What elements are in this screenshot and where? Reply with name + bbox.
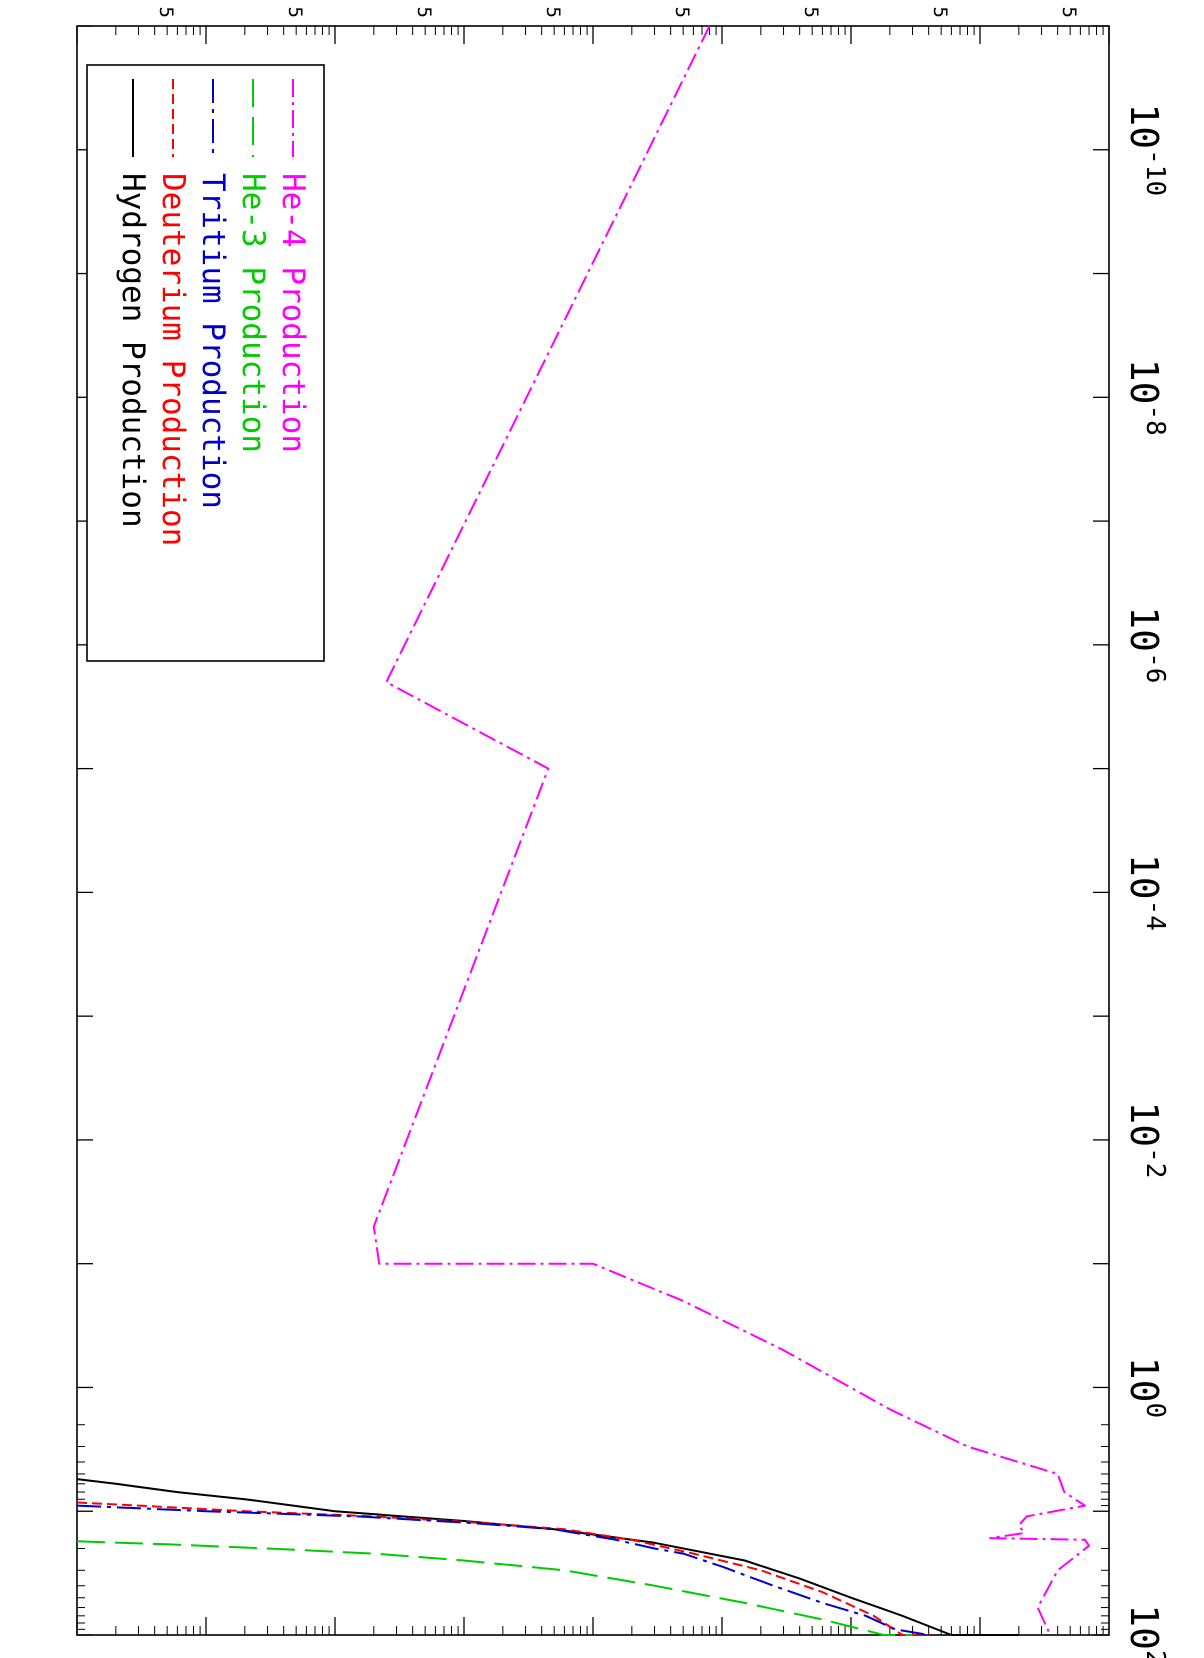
x-tick-label: 10-10 (1122, 103, 1170, 196)
x-tick-label: 100 (1122, 1357, 1170, 1418)
y-minor-tick-label: 5 (929, 7, 951, 18)
y-minor-tick-label: 5 (413, 7, 435, 18)
y-minor-tick-label: 5 (155, 7, 177, 18)
series-line-2 (76, 1501, 929, 1636)
series-line-1 (76, 1478, 1019, 1636)
x-tick-label: 10-6 (1122, 606, 1170, 683)
legend-box (86, 64, 325, 662)
tick-labels: 5555555510-1010-810-610-410-210010210010… (155, 7, 1170, 1658)
series-line-3 (76, 1504, 929, 1636)
x-tick-label: 10-4 (1122, 854, 1170, 931)
axes-layer (76, 25, 1110, 1636)
series-layer (76, 25, 1090, 1636)
series-line-5 (372, 25, 1090, 1636)
legend-label: He-3 Production (235, 173, 271, 453)
x-tick-label: 102 (1122, 1604, 1170, 1658)
legend-label: He-4 Production (275, 173, 311, 453)
y-minor-tick-label: 5 (1058, 7, 1080, 18)
plot-area: Hydrogen Production Deuterium Production T… (76, 7, 1170, 1658)
y-minor-tick-label: 5 (542, 7, 564, 18)
legend-label: Hydrogen Production (115, 173, 151, 528)
y-minor-tick-label: 5 (284, 7, 306, 18)
x-tick-label: 10-2 (1122, 1101, 1170, 1178)
y-minor-tick-label: 5 (800, 7, 822, 18)
legend-label: Deuterium Production (155, 173, 191, 546)
x-tick-label: 10-8 (1122, 359, 1170, 436)
legend: Hydrogen Production Deuterium Production T… (86, 64, 325, 662)
y-minor-tick-label: 5 (671, 7, 693, 18)
series-line-4 (76, 1540, 913, 1636)
legend-label: Tritium Production (195, 173, 231, 509)
